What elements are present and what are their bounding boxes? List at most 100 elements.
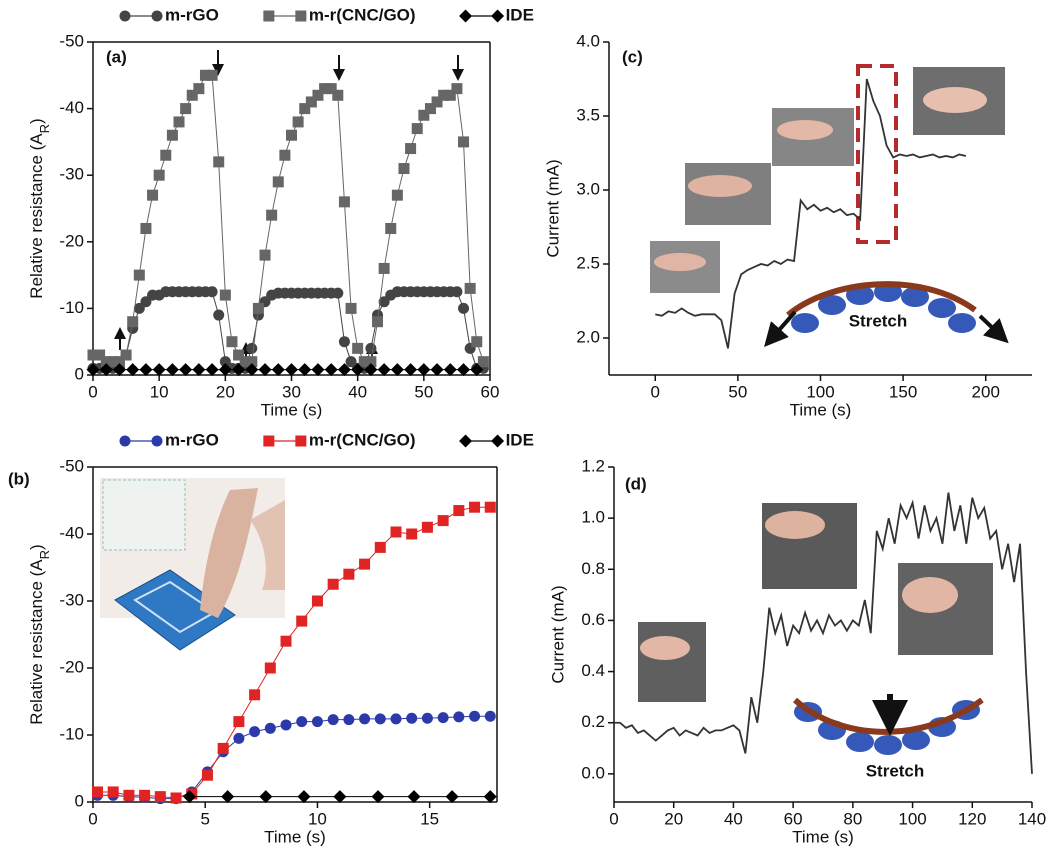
x-tick-label: 15 <box>420 809 439 828</box>
series-line <box>655 78 967 349</box>
marker <box>173 116 185 128</box>
marker <box>245 363 259 377</box>
marker <box>286 129 297 141</box>
marker <box>221 790 235 804</box>
marker <box>206 69 218 81</box>
marker <box>259 790 273 804</box>
marker <box>311 363 325 377</box>
marker <box>358 356 370 368</box>
marker <box>418 109 430 121</box>
marker <box>443 363 457 377</box>
marker <box>437 712 449 724</box>
legend-label: m-rGO <box>165 5 219 24</box>
marker <box>246 342 258 354</box>
marker <box>352 342 364 354</box>
marker <box>232 363 246 377</box>
marker <box>451 286 463 298</box>
y-axis-label-part: R <box>37 124 52 133</box>
marker <box>359 558 371 570</box>
marker <box>411 123 423 135</box>
x-tick-label: 60 <box>481 382 500 401</box>
marker <box>421 521 433 533</box>
marker <box>91 786 103 798</box>
y-tick-label: -20 <box>59 657 84 676</box>
marker <box>166 129 178 141</box>
panel-label: (b) <box>8 469 30 488</box>
legend-marker <box>151 435 163 447</box>
marker <box>343 568 355 580</box>
y-axis-label: Relative resistance (AR) <box>27 118 51 298</box>
marker <box>180 103 192 115</box>
y-axis-label: Relative resistance (AR) <box>27 544 51 724</box>
y-tick-label: -20 <box>59 231 84 250</box>
y-tick-label: -40 <box>59 523 84 542</box>
x-axis-label: Time (s) <box>261 400 323 419</box>
legend-marker <box>459 9 473 23</box>
marker <box>477 356 489 368</box>
x-axis-label: Time (s) <box>264 827 326 846</box>
legend-marker <box>119 10 131 22</box>
marker <box>311 595 323 607</box>
marker <box>218 363 232 377</box>
legend-label: m-r(CNC/GO) <box>309 430 416 449</box>
y-axis-label: Current (mA) <box>543 159 562 257</box>
marker <box>327 714 339 726</box>
marker <box>264 722 276 734</box>
y-axis-label-part: ) <box>27 118 46 124</box>
legend-marker <box>295 10 307 22</box>
x-tick-label: 100 <box>806 382 834 401</box>
marker <box>390 363 404 377</box>
legend-marker <box>263 10 275 22</box>
marker <box>437 515 449 527</box>
x-tick-label: 0 <box>609 809 618 828</box>
marker <box>372 316 384 328</box>
marker <box>424 103 436 115</box>
y-tick-label: 0.4 <box>581 661 605 680</box>
marker <box>186 89 198 101</box>
marker <box>311 716 323 728</box>
marker <box>297 790 311 804</box>
marker <box>112 363 126 377</box>
marker <box>421 712 433 724</box>
marker <box>213 156 225 168</box>
x-tick-label: 0 <box>88 382 97 401</box>
marker <box>483 790 497 804</box>
marker <box>430 363 444 377</box>
marker <box>324 363 338 377</box>
marker <box>365 342 377 354</box>
x-axis-label: Time (s) <box>792 827 854 846</box>
marker <box>107 786 119 798</box>
marker <box>296 615 308 627</box>
y-tick-label: 1.2 <box>581 456 605 475</box>
marker <box>249 689 261 701</box>
marker <box>193 83 205 95</box>
marker <box>233 732 245 744</box>
marker <box>457 363 471 377</box>
y-tick-label: 3.5 <box>576 105 600 124</box>
marker <box>233 349 245 361</box>
x-axis-label: Time (s) <box>790 400 852 419</box>
marker <box>469 710 481 722</box>
x-tick-label: 140 <box>1018 809 1046 828</box>
marker <box>451 83 463 95</box>
x-tick-label: 100 <box>898 809 926 828</box>
x-tick-label: 40 <box>724 809 743 828</box>
marker <box>87 349 99 361</box>
x-tick-label: 10 <box>308 809 327 828</box>
photos-c <box>650 64 1009 347</box>
marker <box>378 262 390 274</box>
marker <box>259 249 271 261</box>
marker <box>258 363 272 377</box>
y-tick-label: 0 <box>75 791 84 810</box>
y-tick-label: -10 <box>59 724 84 743</box>
marker <box>484 710 496 722</box>
marker <box>385 222 397 234</box>
marker <box>371 790 385 804</box>
legend-marker <box>263 435 275 447</box>
x-tick-label: 5 <box>200 809 209 828</box>
x-tick-label: 20 <box>216 382 235 401</box>
y-tick-label: 4.0 <box>576 31 600 50</box>
marker <box>364 363 378 377</box>
marker <box>154 791 166 803</box>
